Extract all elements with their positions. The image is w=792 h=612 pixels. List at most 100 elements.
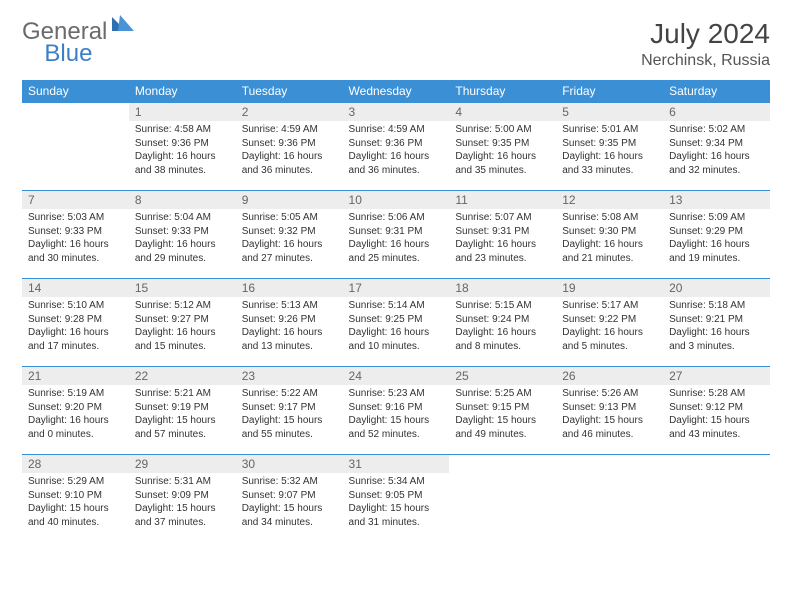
calendar-row: 21Sunrise: 5:19 AMSunset: 9:20 PMDayligh… xyxy=(22,367,770,455)
day-details: Sunrise: 5:04 AMSunset: 9:33 PMDaylight:… xyxy=(129,209,236,269)
calendar-cell: 5Sunrise: 5:01 AMSunset: 9:35 PMDaylight… xyxy=(556,103,663,191)
day-number: 28 xyxy=(22,455,129,473)
day-details: Sunrise: 5:14 AMSunset: 9:25 PMDaylight:… xyxy=(343,297,450,357)
day-number: 30 xyxy=(236,455,343,473)
day-details: Sunrise: 5:31 AMSunset: 9:09 PMDaylight:… xyxy=(129,473,236,533)
day-details: Sunrise: 5:00 AMSunset: 9:35 PMDaylight:… xyxy=(449,121,556,181)
location-label: Nerchinsk, Russia xyxy=(641,52,770,70)
day-details: Sunrise: 5:18 AMSunset: 9:21 PMDaylight:… xyxy=(663,297,770,357)
calendar-cell: 3Sunrise: 4:59 AMSunset: 9:36 PMDaylight… xyxy=(343,103,450,191)
calendar-cell: 6Sunrise: 5:02 AMSunset: 9:34 PMDaylight… xyxy=(663,103,770,191)
day-number: 12 xyxy=(556,191,663,209)
day-number: 11 xyxy=(449,191,556,209)
calendar-cell: 8Sunrise: 5:04 AMSunset: 9:33 PMDaylight… xyxy=(129,191,236,279)
header: General Blue July 2024 Nerchinsk, Russia xyxy=(22,18,770,70)
calendar-cell: 27Sunrise: 5:28 AMSunset: 9:12 PMDayligh… xyxy=(663,367,770,455)
weekday-header: Thursday xyxy=(449,80,556,103)
day-number: 25 xyxy=(449,367,556,385)
day-details: Sunrise: 5:15 AMSunset: 9:24 PMDaylight:… xyxy=(449,297,556,357)
calendar-table: SundayMondayTuesdayWednesdayThursdayFrid… xyxy=(22,80,770,543)
calendar-row: 7Sunrise: 5:03 AMSunset: 9:33 PMDaylight… xyxy=(22,191,770,279)
calendar-cell: 30Sunrise: 5:32 AMSunset: 9:07 PMDayligh… xyxy=(236,455,343,543)
day-number: 23 xyxy=(236,367,343,385)
day-details: Sunrise: 5:22 AMSunset: 9:17 PMDaylight:… xyxy=(236,385,343,445)
calendar-cell: 9Sunrise: 5:05 AMSunset: 9:32 PMDaylight… xyxy=(236,191,343,279)
day-number: 21 xyxy=(22,367,129,385)
weekday-header: Wednesday xyxy=(343,80,450,103)
day-number: 20 xyxy=(663,279,770,297)
calendar-cell: 23Sunrise: 5:22 AMSunset: 9:17 PMDayligh… xyxy=(236,367,343,455)
calendar-cell xyxy=(663,455,770,543)
day-details: Sunrise: 5:23 AMSunset: 9:16 PMDaylight:… xyxy=(343,385,450,445)
day-details: Sunrise: 4:58 AMSunset: 9:36 PMDaylight:… xyxy=(129,121,236,181)
day-number: 17 xyxy=(343,279,450,297)
calendar-cell: 16Sunrise: 5:13 AMSunset: 9:26 PMDayligh… xyxy=(236,279,343,367)
day-number: 19 xyxy=(556,279,663,297)
calendar-cell: 2Sunrise: 4:59 AMSunset: 9:36 PMDaylight… xyxy=(236,103,343,191)
day-details: Sunrise: 5:26 AMSunset: 9:13 PMDaylight:… xyxy=(556,385,663,445)
day-details: Sunrise: 4:59 AMSunset: 9:36 PMDaylight:… xyxy=(236,121,343,181)
calendar-cell: 26Sunrise: 5:26 AMSunset: 9:13 PMDayligh… xyxy=(556,367,663,455)
day-details: Sunrise: 5:21 AMSunset: 9:19 PMDaylight:… xyxy=(129,385,236,445)
day-number: 26 xyxy=(556,367,663,385)
calendar-cell: 13Sunrise: 5:09 AMSunset: 9:29 PMDayligh… xyxy=(663,191,770,279)
calendar-cell: 22Sunrise: 5:21 AMSunset: 9:19 PMDayligh… xyxy=(129,367,236,455)
calendar-cell: 18Sunrise: 5:15 AMSunset: 9:24 PMDayligh… xyxy=(449,279,556,367)
calendar-head: SundayMondayTuesdayWednesdayThursdayFrid… xyxy=(22,80,770,103)
day-details: Sunrise: 5:13 AMSunset: 9:26 PMDaylight:… xyxy=(236,297,343,357)
logo: General Blue xyxy=(22,18,186,46)
day-number: 9 xyxy=(236,191,343,209)
logo-text-blue: Blue xyxy=(44,40,92,68)
calendar-cell: 12Sunrise: 5:08 AMSunset: 9:30 PMDayligh… xyxy=(556,191,663,279)
calendar-cell: 1Sunrise: 4:58 AMSunset: 9:36 PMDaylight… xyxy=(129,103,236,191)
day-details: Sunrise: 5:07 AMSunset: 9:31 PMDaylight:… xyxy=(449,209,556,269)
title-block: July 2024 Nerchinsk, Russia xyxy=(641,18,770,70)
calendar-cell: 14Sunrise: 5:10 AMSunset: 9:28 PMDayligh… xyxy=(22,279,129,367)
weekday-header: Sunday xyxy=(22,80,129,103)
calendar-body: 1Sunrise: 4:58 AMSunset: 9:36 PMDaylight… xyxy=(22,103,770,543)
calendar-cell xyxy=(556,455,663,543)
calendar-cell: 10Sunrise: 5:06 AMSunset: 9:31 PMDayligh… xyxy=(343,191,450,279)
day-details: Sunrise: 5:03 AMSunset: 9:33 PMDaylight:… xyxy=(22,209,129,269)
day-details: Sunrise: 5:25 AMSunset: 9:15 PMDaylight:… xyxy=(449,385,556,445)
day-details: Sunrise: 5:10 AMSunset: 9:28 PMDaylight:… xyxy=(22,297,129,357)
calendar-row: 28Sunrise: 5:29 AMSunset: 9:10 PMDayligh… xyxy=(22,455,770,543)
day-details: Sunrise: 5:09 AMSunset: 9:29 PMDaylight:… xyxy=(663,209,770,269)
day-number: 29 xyxy=(129,455,236,473)
calendar-cell: 29Sunrise: 5:31 AMSunset: 9:09 PMDayligh… xyxy=(129,455,236,543)
calendar-cell: 20Sunrise: 5:18 AMSunset: 9:21 PMDayligh… xyxy=(663,279,770,367)
calendar-cell: 31Sunrise: 5:34 AMSunset: 9:05 PMDayligh… xyxy=(343,455,450,543)
day-number: 18 xyxy=(449,279,556,297)
day-details: Sunrise: 5:06 AMSunset: 9:31 PMDaylight:… xyxy=(343,209,450,269)
day-number: 24 xyxy=(343,367,450,385)
calendar-cell: 11Sunrise: 5:07 AMSunset: 9:31 PMDayligh… xyxy=(449,191,556,279)
logo-triangle-icon xyxy=(112,15,134,36)
calendar-cell: 17Sunrise: 5:14 AMSunset: 9:25 PMDayligh… xyxy=(343,279,450,367)
day-details: Sunrise: 5:34 AMSunset: 9:05 PMDaylight:… xyxy=(343,473,450,533)
weekday-header: Tuesday xyxy=(236,80,343,103)
weekday-header: Friday xyxy=(556,80,663,103)
calendar-cell xyxy=(22,103,129,191)
day-details: Sunrise: 5:28 AMSunset: 9:12 PMDaylight:… xyxy=(663,385,770,445)
calendar-cell xyxy=(449,455,556,543)
day-number: 2 xyxy=(236,103,343,121)
day-details: Sunrise: 5:17 AMSunset: 9:22 PMDaylight:… xyxy=(556,297,663,357)
day-number: 14 xyxy=(22,279,129,297)
day-details: Sunrise: 5:29 AMSunset: 9:10 PMDaylight:… xyxy=(22,473,129,533)
day-details: Sunrise: 4:59 AMSunset: 9:36 PMDaylight:… xyxy=(343,121,450,181)
calendar-cell: 24Sunrise: 5:23 AMSunset: 9:16 PMDayligh… xyxy=(343,367,450,455)
day-number: 13 xyxy=(663,191,770,209)
calendar-cell: 28Sunrise: 5:29 AMSunset: 9:10 PMDayligh… xyxy=(22,455,129,543)
day-number: 6 xyxy=(663,103,770,121)
day-number: 5 xyxy=(556,103,663,121)
page-title: July 2024 xyxy=(641,18,770,50)
day-number: 3 xyxy=(343,103,450,121)
calendar-cell: 25Sunrise: 5:25 AMSunset: 9:15 PMDayligh… xyxy=(449,367,556,455)
day-number: 27 xyxy=(663,367,770,385)
day-number: 8 xyxy=(129,191,236,209)
day-number: 1 xyxy=(129,103,236,121)
calendar-cell: 7Sunrise: 5:03 AMSunset: 9:33 PMDaylight… xyxy=(22,191,129,279)
calendar-row: 14Sunrise: 5:10 AMSunset: 9:28 PMDayligh… xyxy=(22,279,770,367)
day-number: 15 xyxy=(129,279,236,297)
calendar-cell: 19Sunrise: 5:17 AMSunset: 9:22 PMDayligh… xyxy=(556,279,663,367)
